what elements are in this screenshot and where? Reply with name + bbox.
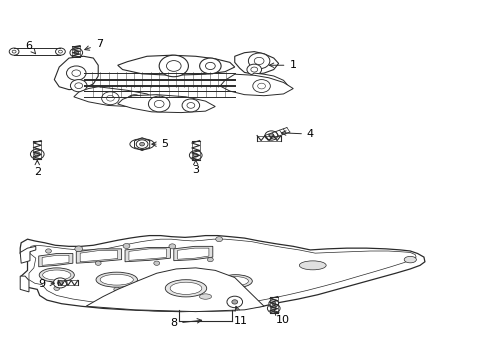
Polygon shape: [80, 251, 118, 262]
Polygon shape: [118, 95, 215, 113]
Ellipse shape: [130, 139, 154, 149]
Polygon shape: [220, 74, 293, 96]
Text: 9: 9: [39, 279, 54, 289]
Polygon shape: [239, 73, 288, 93]
Circle shape: [57, 281, 63, 285]
Circle shape: [154, 261, 159, 265]
Polygon shape: [125, 247, 170, 262]
Text: 10: 10: [273, 310, 289, 325]
Polygon shape: [135, 305, 234, 312]
Ellipse shape: [170, 282, 202, 294]
Circle shape: [232, 287, 238, 292]
Ellipse shape: [404, 256, 415, 263]
Polygon shape: [20, 246, 36, 263]
Ellipse shape: [165, 280, 206, 297]
Ellipse shape: [160, 275, 200, 289]
Circle shape: [75, 246, 82, 252]
Circle shape: [271, 302, 275, 305]
Circle shape: [207, 257, 213, 262]
Circle shape: [268, 134, 273, 137]
Ellipse shape: [39, 268, 74, 282]
Polygon shape: [177, 248, 208, 259]
Polygon shape: [173, 246, 212, 261]
Text: 6: 6: [25, 41, 36, 54]
Polygon shape: [54, 56, 98, 90]
Ellipse shape: [42, 270, 71, 280]
Circle shape: [159, 55, 188, 77]
Circle shape: [9, 48, 19, 55]
Ellipse shape: [96, 272, 137, 287]
Ellipse shape: [199, 294, 211, 299]
Circle shape: [248, 53, 269, 69]
Polygon shape: [74, 87, 157, 107]
Ellipse shape: [219, 275, 252, 288]
Circle shape: [252, 80, 270, 93]
Circle shape: [271, 307, 276, 310]
Text: 8: 8: [170, 319, 201, 328]
Circle shape: [95, 261, 101, 265]
Polygon shape: [234, 51, 278, 74]
Text: 3: 3: [192, 159, 199, 175]
Circle shape: [127, 95, 142, 106]
Polygon shape: [86, 268, 264, 312]
Circle shape: [264, 131, 277, 140]
Polygon shape: [20, 276, 29, 292]
Polygon shape: [118, 55, 234, 75]
Polygon shape: [76, 249, 122, 263]
Circle shape: [74, 51, 79, 54]
Circle shape: [56, 48, 65, 55]
Circle shape: [189, 150, 202, 160]
Circle shape: [114, 287, 120, 292]
Circle shape: [168, 244, 175, 249]
Circle shape: [102, 92, 119, 105]
Text: 7: 7: [84, 40, 102, 50]
Circle shape: [140, 142, 144, 146]
Ellipse shape: [299, 261, 325, 270]
Circle shape: [148, 96, 169, 112]
Circle shape: [182, 99, 199, 112]
Circle shape: [53, 278, 67, 288]
Circle shape: [231, 300, 237, 304]
Circle shape: [30, 149, 44, 159]
Text: 1: 1: [269, 60, 296, 70]
Circle shape: [199, 58, 221, 74]
Polygon shape: [129, 249, 166, 260]
Circle shape: [34, 152, 40, 156]
Circle shape: [70, 80, 87, 92]
Circle shape: [267, 304, 280, 313]
Polygon shape: [39, 253, 73, 267]
Circle shape: [215, 237, 222, 242]
Text: 11: 11: [233, 306, 247, 325]
Circle shape: [123, 243, 130, 248]
Circle shape: [268, 300, 278, 307]
Ellipse shape: [164, 277, 196, 287]
Circle shape: [54, 286, 60, 291]
Circle shape: [193, 153, 198, 157]
Text: 5: 5: [151, 139, 168, 149]
Circle shape: [45, 249, 51, 253]
Ellipse shape: [223, 276, 248, 285]
Circle shape: [246, 64, 261, 75]
Text: 4: 4: [281, 129, 313, 139]
Circle shape: [226, 296, 242, 308]
Circle shape: [70, 48, 82, 57]
Polygon shape: [29, 239, 415, 307]
Circle shape: [177, 289, 183, 293]
Circle shape: [66, 66, 86, 80]
Circle shape: [136, 140, 148, 148]
Text: 2: 2: [34, 160, 41, 177]
Polygon shape: [20, 235, 424, 312]
Ellipse shape: [100, 274, 133, 285]
Polygon shape: [42, 255, 69, 265]
